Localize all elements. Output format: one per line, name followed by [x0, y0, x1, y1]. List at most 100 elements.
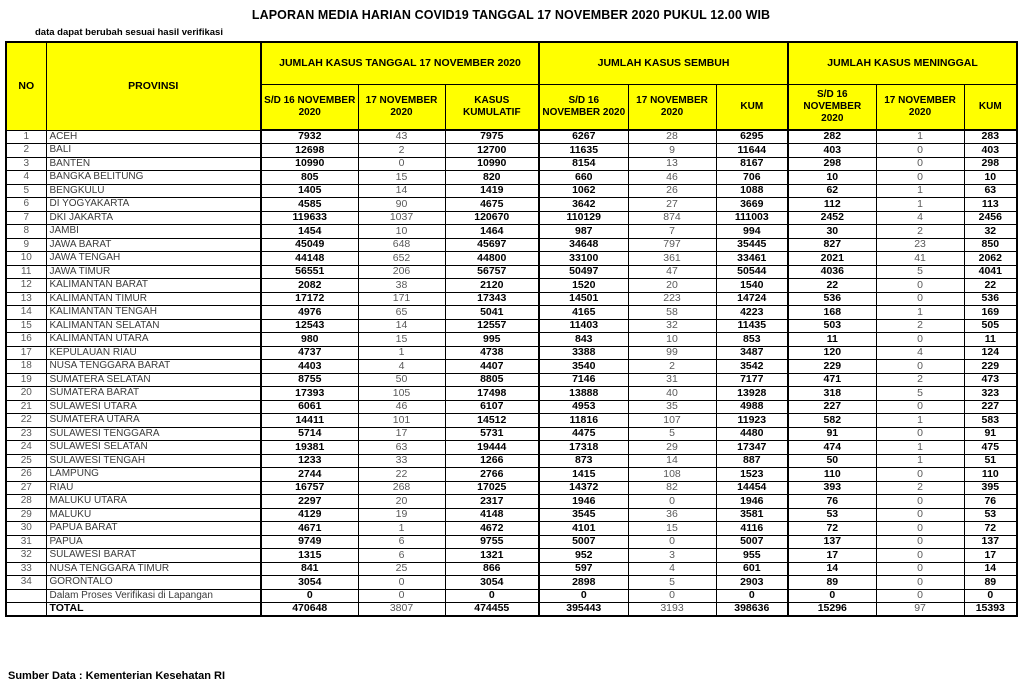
row-value: 706	[715, 170, 789, 185]
row-value: 995	[444, 332, 540, 347]
row-value: 9755	[444, 534, 540, 549]
row-value: 51	[963, 453, 1018, 468]
row-value: 35445	[715, 237, 789, 252]
row-value: 536	[787, 291, 877, 306]
row-value: 14724	[715, 291, 789, 306]
row-value: 283	[963, 129, 1018, 144]
row-value: 120670	[444, 210, 540, 225]
row-value: 4	[357, 359, 446, 374]
row-value: 6	[357, 534, 446, 549]
col-header-no: NO	[5, 41, 47, 131]
row-value: 44148	[260, 251, 359, 266]
table-row: 17 KEPULAUAN RIAU 4737 1 4738 3388 99 34…	[5, 345, 1018, 360]
row-value: 7975	[444, 129, 540, 144]
row-value: 0	[357, 156, 446, 171]
row-value: 5	[627, 426, 717, 441]
row-value: 0	[787, 588, 877, 603]
row-value: 9	[627, 143, 717, 158]
row-value: 56551	[260, 264, 359, 279]
row-value: 4101	[538, 521, 629, 536]
row-value: 1523	[715, 467, 789, 482]
row-value: 4223	[715, 305, 789, 320]
row-no	[5, 602, 47, 617]
row-no: 34	[5, 575, 47, 590]
row-value: 19444	[444, 440, 540, 455]
row-value: 4148	[444, 507, 540, 522]
row-value: 137	[963, 534, 1018, 549]
row-value: 5	[875, 386, 965, 401]
row-value: 33	[357, 453, 446, 468]
row-value: 1	[875, 440, 965, 455]
row-value: 46	[627, 170, 717, 185]
row-value: 4165	[538, 305, 629, 320]
row-value: 827	[787, 237, 877, 252]
row-value: 1454	[260, 224, 359, 239]
row-value: 583	[963, 413, 1018, 428]
row-value: 11644	[715, 143, 789, 158]
row-value: 46	[357, 399, 446, 414]
row-value: 0	[875, 588, 965, 603]
table-row: 27 RIAU 16757 268 17025 14372 82 14454 3…	[5, 480, 1018, 495]
row-value: 887	[715, 453, 789, 468]
row-value: 4585	[260, 197, 359, 212]
row-no: 8	[5, 224, 47, 239]
row-value: 5731	[444, 426, 540, 441]
row-value: 1	[357, 521, 446, 536]
row-value: 10	[963, 170, 1018, 185]
row-value: 227	[963, 399, 1018, 414]
row-value: 38	[357, 278, 446, 293]
row-value: 0	[357, 588, 446, 603]
row-value: 1266	[444, 453, 540, 468]
row-value: 805	[260, 170, 359, 185]
row-value: 4475	[538, 426, 629, 441]
row-value: 47	[627, 264, 717, 279]
row-value: 4	[875, 345, 965, 360]
table-row: 5 BENGKULU 1405 14 1419 1062 26 1088 62 …	[5, 183, 1018, 198]
row-value: 13928	[715, 386, 789, 401]
row-value: 4976	[260, 305, 359, 320]
row-value: 874	[627, 210, 717, 225]
table-row: 2 BALI 12698 2 12700 11635 9 11644 403 0…	[5, 143, 1018, 158]
row-value: 952	[538, 548, 629, 563]
row-value: 7146	[538, 372, 629, 387]
row-value: 63	[357, 440, 446, 455]
row-value: 8154	[538, 156, 629, 171]
row-no: 19	[5, 372, 47, 387]
row-no: 6	[5, 197, 47, 212]
row-value: 17172	[260, 291, 359, 306]
row-value: 14	[787, 561, 877, 576]
row-value: 17	[357, 426, 446, 441]
row-value: 29	[627, 440, 717, 455]
row-value: 11635	[538, 143, 629, 158]
row-value: 10	[357, 224, 446, 239]
table-row: 18 NUSA TENGGARA BARAT 4403 4 4407 3540 …	[5, 359, 1018, 374]
row-value: 3054	[444, 575, 540, 590]
row-value: 1088	[715, 183, 789, 198]
row-value: 0	[538, 588, 629, 603]
row-no: 28	[5, 494, 47, 509]
row-value: 987	[538, 224, 629, 239]
row-province: GORONTALO	[45, 575, 262, 590]
row-value: 398636	[715, 602, 789, 617]
row-value: 0	[875, 143, 965, 158]
row-province: SUMATERA SELATAN	[45, 372, 262, 387]
row-value: 7932	[260, 129, 359, 144]
row-value: 8167	[715, 156, 789, 171]
row-province: SUMATERA BARAT	[45, 386, 262, 401]
row-province: PAPUA	[45, 534, 262, 549]
col-header-meninggal-kum: KUM	[963, 83, 1018, 131]
page-title: LAPORAN MEDIA HARIAN COVID19 TANGGAL 17 …	[251, 8, 771, 22]
row-value: 110	[963, 467, 1018, 482]
row-value: 0	[875, 494, 965, 509]
row-value: 99	[627, 345, 717, 360]
row-value: 323	[963, 386, 1018, 401]
row-value: 0	[875, 426, 965, 441]
row-value: 282	[787, 129, 877, 144]
row-value: 227	[787, 399, 877, 414]
row-value: 11	[787, 332, 877, 347]
row-value: 120	[787, 345, 877, 360]
col-header-meninggal-sd16: S/D 16 NOVEMBER 2020	[787, 83, 877, 131]
row-value: 474	[787, 440, 877, 455]
table-row: Dalam Proses Verifikasi di Lapangan 0 0 …	[5, 588, 1018, 603]
row-value: 112	[787, 197, 877, 212]
